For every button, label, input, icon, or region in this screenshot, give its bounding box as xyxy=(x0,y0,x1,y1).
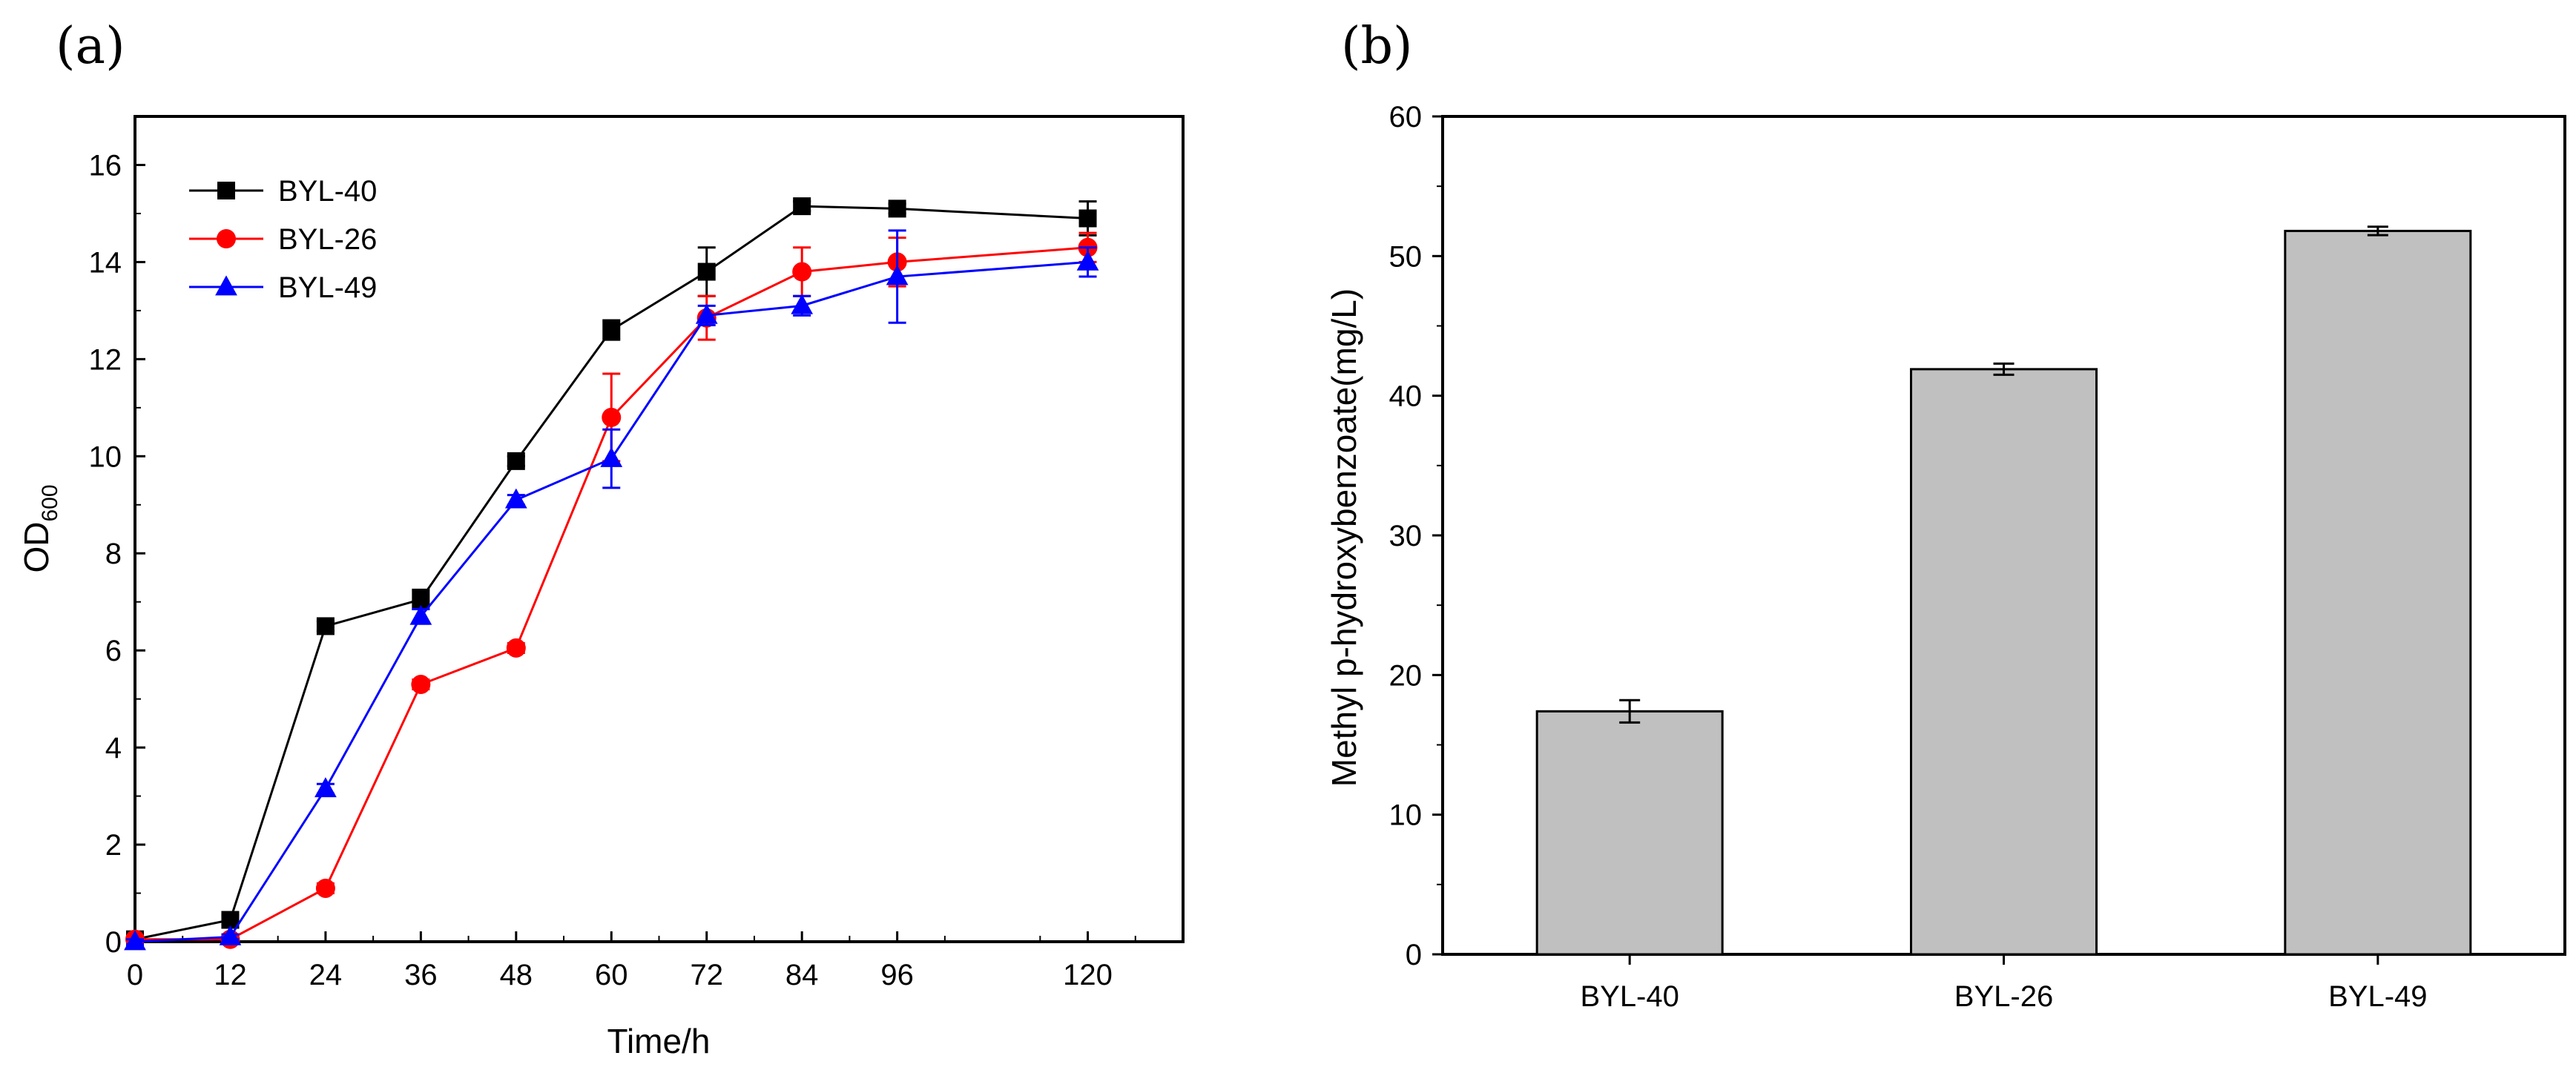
data-point-byl-40 xyxy=(888,199,906,218)
panel-a-y-tick-label: 6 xyxy=(105,635,122,667)
panel-a-y-tick-label: 14 xyxy=(89,246,122,279)
panel-a-x-tick-label: 48 xyxy=(500,959,533,991)
series-byl-40 xyxy=(126,197,1097,948)
x-tick-label-byl-40: BYL-40 xyxy=(1580,980,1679,1013)
data-point-byl-26 xyxy=(506,638,526,658)
panel-a-y-tick-label: 2 xyxy=(105,829,122,862)
panel-a-x-tick-label: 36 xyxy=(404,959,438,991)
panel-b-y-tick-label: 20 xyxy=(1389,659,1423,692)
panel-b-label: (b) xyxy=(1341,17,1413,76)
data-point-byl-49 xyxy=(791,294,814,314)
panel-b-y-tick-label: 0 xyxy=(1406,939,1422,971)
panel-b-y-tick-label: 10 xyxy=(1389,799,1423,832)
panel-a-series-group xyxy=(124,197,1099,951)
panel-b-y-tick-label: 30 xyxy=(1389,520,1423,552)
legend-marker-byl-40 xyxy=(217,182,235,199)
panel-a-x-tick-label: 24 xyxy=(309,959,343,991)
series-byl-49 xyxy=(124,229,1099,951)
panel-a-y-tick-label: 16 xyxy=(89,149,122,182)
data-point-byl-26 xyxy=(411,675,431,695)
panel-b-y-tick-label: 40 xyxy=(1389,380,1423,413)
panel-a-x-tick-label: 84 xyxy=(785,959,819,991)
legend-label-byl-26: BYL-26 xyxy=(278,223,377,256)
x-tick-label-byl-49: BYL-49 xyxy=(2328,980,2427,1013)
data-point-byl-26 xyxy=(602,407,622,427)
data-point-byl-40 xyxy=(602,321,621,340)
data-point-byl-49 xyxy=(504,488,527,509)
panel-a-x-tick-label: 12 xyxy=(214,959,247,991)
panel-a-y-tick-label: 0 xyxy=(105,926,122,959)
panel-b-bars-group xyxy=(1535,225,2472,956)
data-point-byl-49 xyxy=(886,265,909,285)
bar-byl-26 xyxy=(1910,368,2098,956)
panel-a-y-tick-label: 10 xyxy=(89,440,122,473)
panel-a-y-axis-title-subscript: 600 xyxy=(38,484,62,521)
panel-b-y-tick-label: 60 xyxy=(1389,101,1423,133)
data-point-byl-49 xyxy=(219,925,242,945)
legend-marker-byl-49 xyxy=(215,275,237,296)
panel-a-y-axis-title-main: OD xyxy=(17,522,56,573)
series-line-byl-49 xyxy=(134,260,1088,943)
panel-a-y-tick-label: 8 xyxy=(105,538,122,570)
legend-label-byl-40: BYL-40 xyxy=(278,175,377,208)
data-point-byl-40 xyxy=(316,617,335,635)
series-line-byl-40 xyxy=(134,205,1088,941)
panel-a-y-tick-label: 12 xyxy=(89,343,122,376)
data-point-byl-40 xyxy=(507,452,525,470)
data-point-byl-40 xyxy=(1078,209,1097,228)
panel-a-label: (a) xyxy=(56,17,125,76)
data-point-byl-49 xyxy=(1076,250,1099,271)
data-point-byl-49 xyxy=(695,303,718,324)
panel-a-x-axis: 0 12 24 36 48 60 72 84 96 120 xyxy=(127,931,1136,991)
data-point-byl-26 xyxy=(792,262,812,282)
panel-b-y-axis: 0 10 20 30 40 50 60 xyxy=(1389,101,1443,971)
panel-a-x-tick-label: 60 xyxy=(595,959,628,991)
bar-byl-49 xyxy=(2284,229,2472,956)
legend-marker-byl-26 xyxy=(217,229,236,248)
panel-b-bar-chart: (b) 0 10 20 30 40 50 60 BYL-40 BYL-26 BYL-49 Met… xyxy=(1325,17,2566,1013)
series-line-byl-26 xyxy=(135,246,1088,941)
panel-b-x-axis: BYL-40 BYL-26 BYL-49 xyxy=(1580,954,2428,1013)
panel-b-y-axis-title: Methyl p-hydroxybenzoate(mg/L) xyxy=(1325,288,1363,787)
data-point-byl-26 xyxy=(315,878,335,898)
panel-a-x-tick-label: 72 xyxy=(690,959,723,991)
panel-a-legend: BYL-40 BYL-26 BYL-49 xyxy=(189,175,377,304)
panel-b-y-tick-label: 50 xyxy=(1389,240,1423,273)
data-point-byl-49 xyxy=(600,446,623,467)
panel-a-x-tick-label: 96 xyxy=(880,959,914,991)
panel-a-x-axis-title: Time/h xyxy=(607,1022,711,1060)
legend-label-byl-49: BYL-49 xyxy=(278,271,377,304)
panel-a-y-tick-label: 4 xyxy=(105,732,122,764)
bar-byl-40 xyxy=(1535,710,1724,956)
x-tick-label-byl-26: BYL-26 xyxy=(1954,980,2053,1013)
panel-a-x-tick-label: 120 xyxy=(1063,959,1113,991)
data-point-byl-49 xyxy=(124,930,146,951)
data-point-byl-49 xyxy=(314,777,337,798)
panel-a-y-axis-title: OD600 xyxy=(17,484,62,572)
panel-a-x-tick-label: 0 xyxy=(127,959,143,991)
data-point-byl-40 xyxy=(697,262,716,281)
data-point-byl-49 xyxy=(409,604,432,625)
panel-a-y-axis: 0 2 4 6 8 10 12 14 16 xyxy=(89,149,145,959)
data-point-byl-40 xyxy=(793,197,811,216)
